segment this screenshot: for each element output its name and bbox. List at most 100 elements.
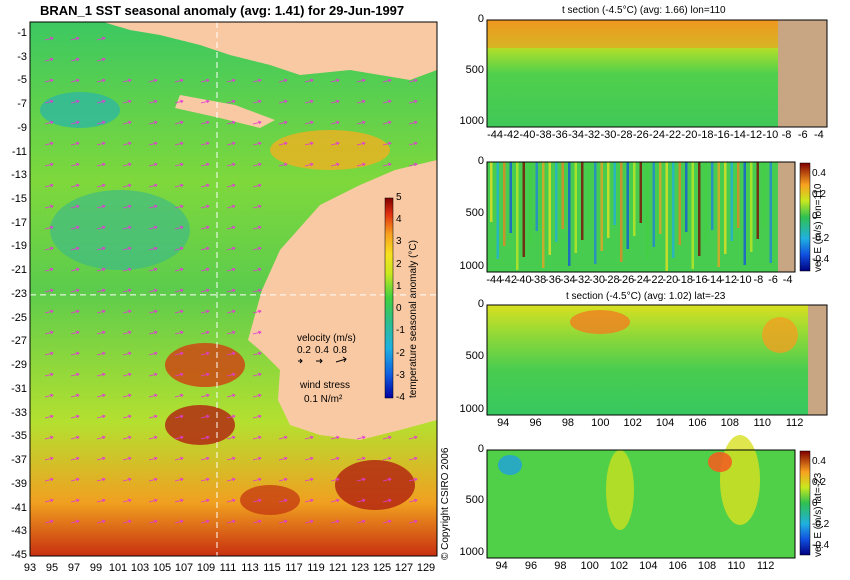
wind-arrow [44,519,54,524]
section-2-stripe [711,162,714,230]
section-2-stripe [750,162,753,252]
wind-arrow [252,99,262,104]
section-2-y-tick-label: 0 [477,155,484,167]
section-4-colorbar-tick: 0.4 [812,455,826,467]
wind-arrow [226,372,236,377]
sst-colorbar-tick: -4 [396,392,405,403]
wind-arrow [330,519,340,524]
sst-colorbar [384,197,394,399]
wind-arrow [304,519,314,524]
wind-arrow [200,183,210,188]
wind-arrow [278,99,288,104]
wind-arrow [174,99,184,104]
section-2-stripe [737,162,740,228]
wind-arrow [226,78,236,83]
wind-arrow [226,225,236,230]
wind-arrow [44,309,54,314]
wind-arrow [148,78,158,83]
section-3-frame [486,304,828,416]
wind-arrow [304,141,314,146]
wind-arrow [226,246,236,251]
wind-arrow [200,288,210,293]
wind-arrow [200,519,210,524]
wind-arrow [122,477,132,482]
section-2-stripe [672,162,675,258]
wind-arrow [96,372,106,377]
map-y-tick-label: -35 [11,430,27,443]
wind-arrow [278,477,288,482]
map-x-tick-label: 95 [45,562,59,574]
section-2-x-tick-label: -8 [753,274,764,286]
sst-colorbar-tick: 3 [396,236,402,248]
wind-arrow [252,330,262,335]
section-1-x-tick-label: -34 [568,129,584,141]
section-4-patch [708,452,732,472]
wind-arrow [148,309,158,314]
wind-arrow [70,204,80,209]
wind-arrow [148,225,158,230]
map-x-tick-label: 125 [372,562,392,574]
wind-arrow [96,435,106,440]
section-3-x-tick-label: 108 [720,417,740,429]
section-2-stripe [730,162,733,241]
wind-arrow [122,204,132,209]
wind-arrow [200,456,210,461]
map-x-tick-label: 93 [23,562,37,574]
section-1-x-tick-label: -44 [487,129,504,141]
wind-arrow [44,435,54,440]
section-4-colorbar-tick: -0.2 [812,519,830,531]
wind-arrow [44,330,54,335]
wind-arrow [408,477,418,482]
wind-arrow [174,393,184,398]
section-2-stripe [561,162,564,229]
wind-arrow [148,414,158,419]
wind-arrow [70,372,80,377]
wind-arrow [304,162,314,167]
section-1-x-tick-label: -18 [697,129,714,141]
wind-arrow [70,246,80,251]
map-y-tick-label: -19 [11,240,27,253]
map-x-tick-label: 99 [89,562,103,574]
wind-arrow [148,183,158,188]
sst-colorbar-tick: -2 [396,347,405,359]
wind-arrow [200,99,210,104]
wind-arrow [96,456,106,461]
wind-arrow [200,78,210,83]
wind-arrow [382,498,392,503]
wind-arrow [44,456,54,461]
wind-arrow [122,372,132,377]
section-2-stripe [756,162,759,239]
section-2-stripe [626,162,629,249]
wind-arrow [382,99,392,104]
map-x-tick-label: 119 [307,562,325,574]
section-2-x-tick-label: -42 [501,274,517,286]
section-1-y-tick-label: 1000 [459,114,484,127]
section-1-x-tick-label: -6 [797,129,808,141]
section-2-stripe [704,162,707,243]
section-2-stripe [555,162,558,242]
wind-arrow [148,372,158,377]
wind-arrow [148,393,158,398]
wind-arrow [96,78,106,83]
section-1-x-tick-label: -38 [535,129,552,141]
section-2-stripe [620,162,623,262]
wind-arrow [70,351,80,356]
section-3-y-tick-label: 0 [477,298,484,310]
wind-arrow [356,477,366,482]
section-2-stripe [535,162,538,231]
wind-arrow [200,162,210,167]
wind-arrow [226,498,236,503]
wind-arrow [408,498,418,503]
wind-arrow [200,372,210,377]
wind-arrow [122,456,132,461]
wind-arrow [200,414,210,419]
wind-arrow [408,456,418,461]
wind-arrow [44,36,54,41]
wind-arrow [330,78,340,83]
map-y-tick-label: -45 [11,549,27,561]
sst-colorbar-tick: 5 [396,192,402,203]
wind-arrow [200,267,210,272]
sst-patch-warm [270,130,390,170]
sst-colorbar-tick: -1 [396,325,405,337]
